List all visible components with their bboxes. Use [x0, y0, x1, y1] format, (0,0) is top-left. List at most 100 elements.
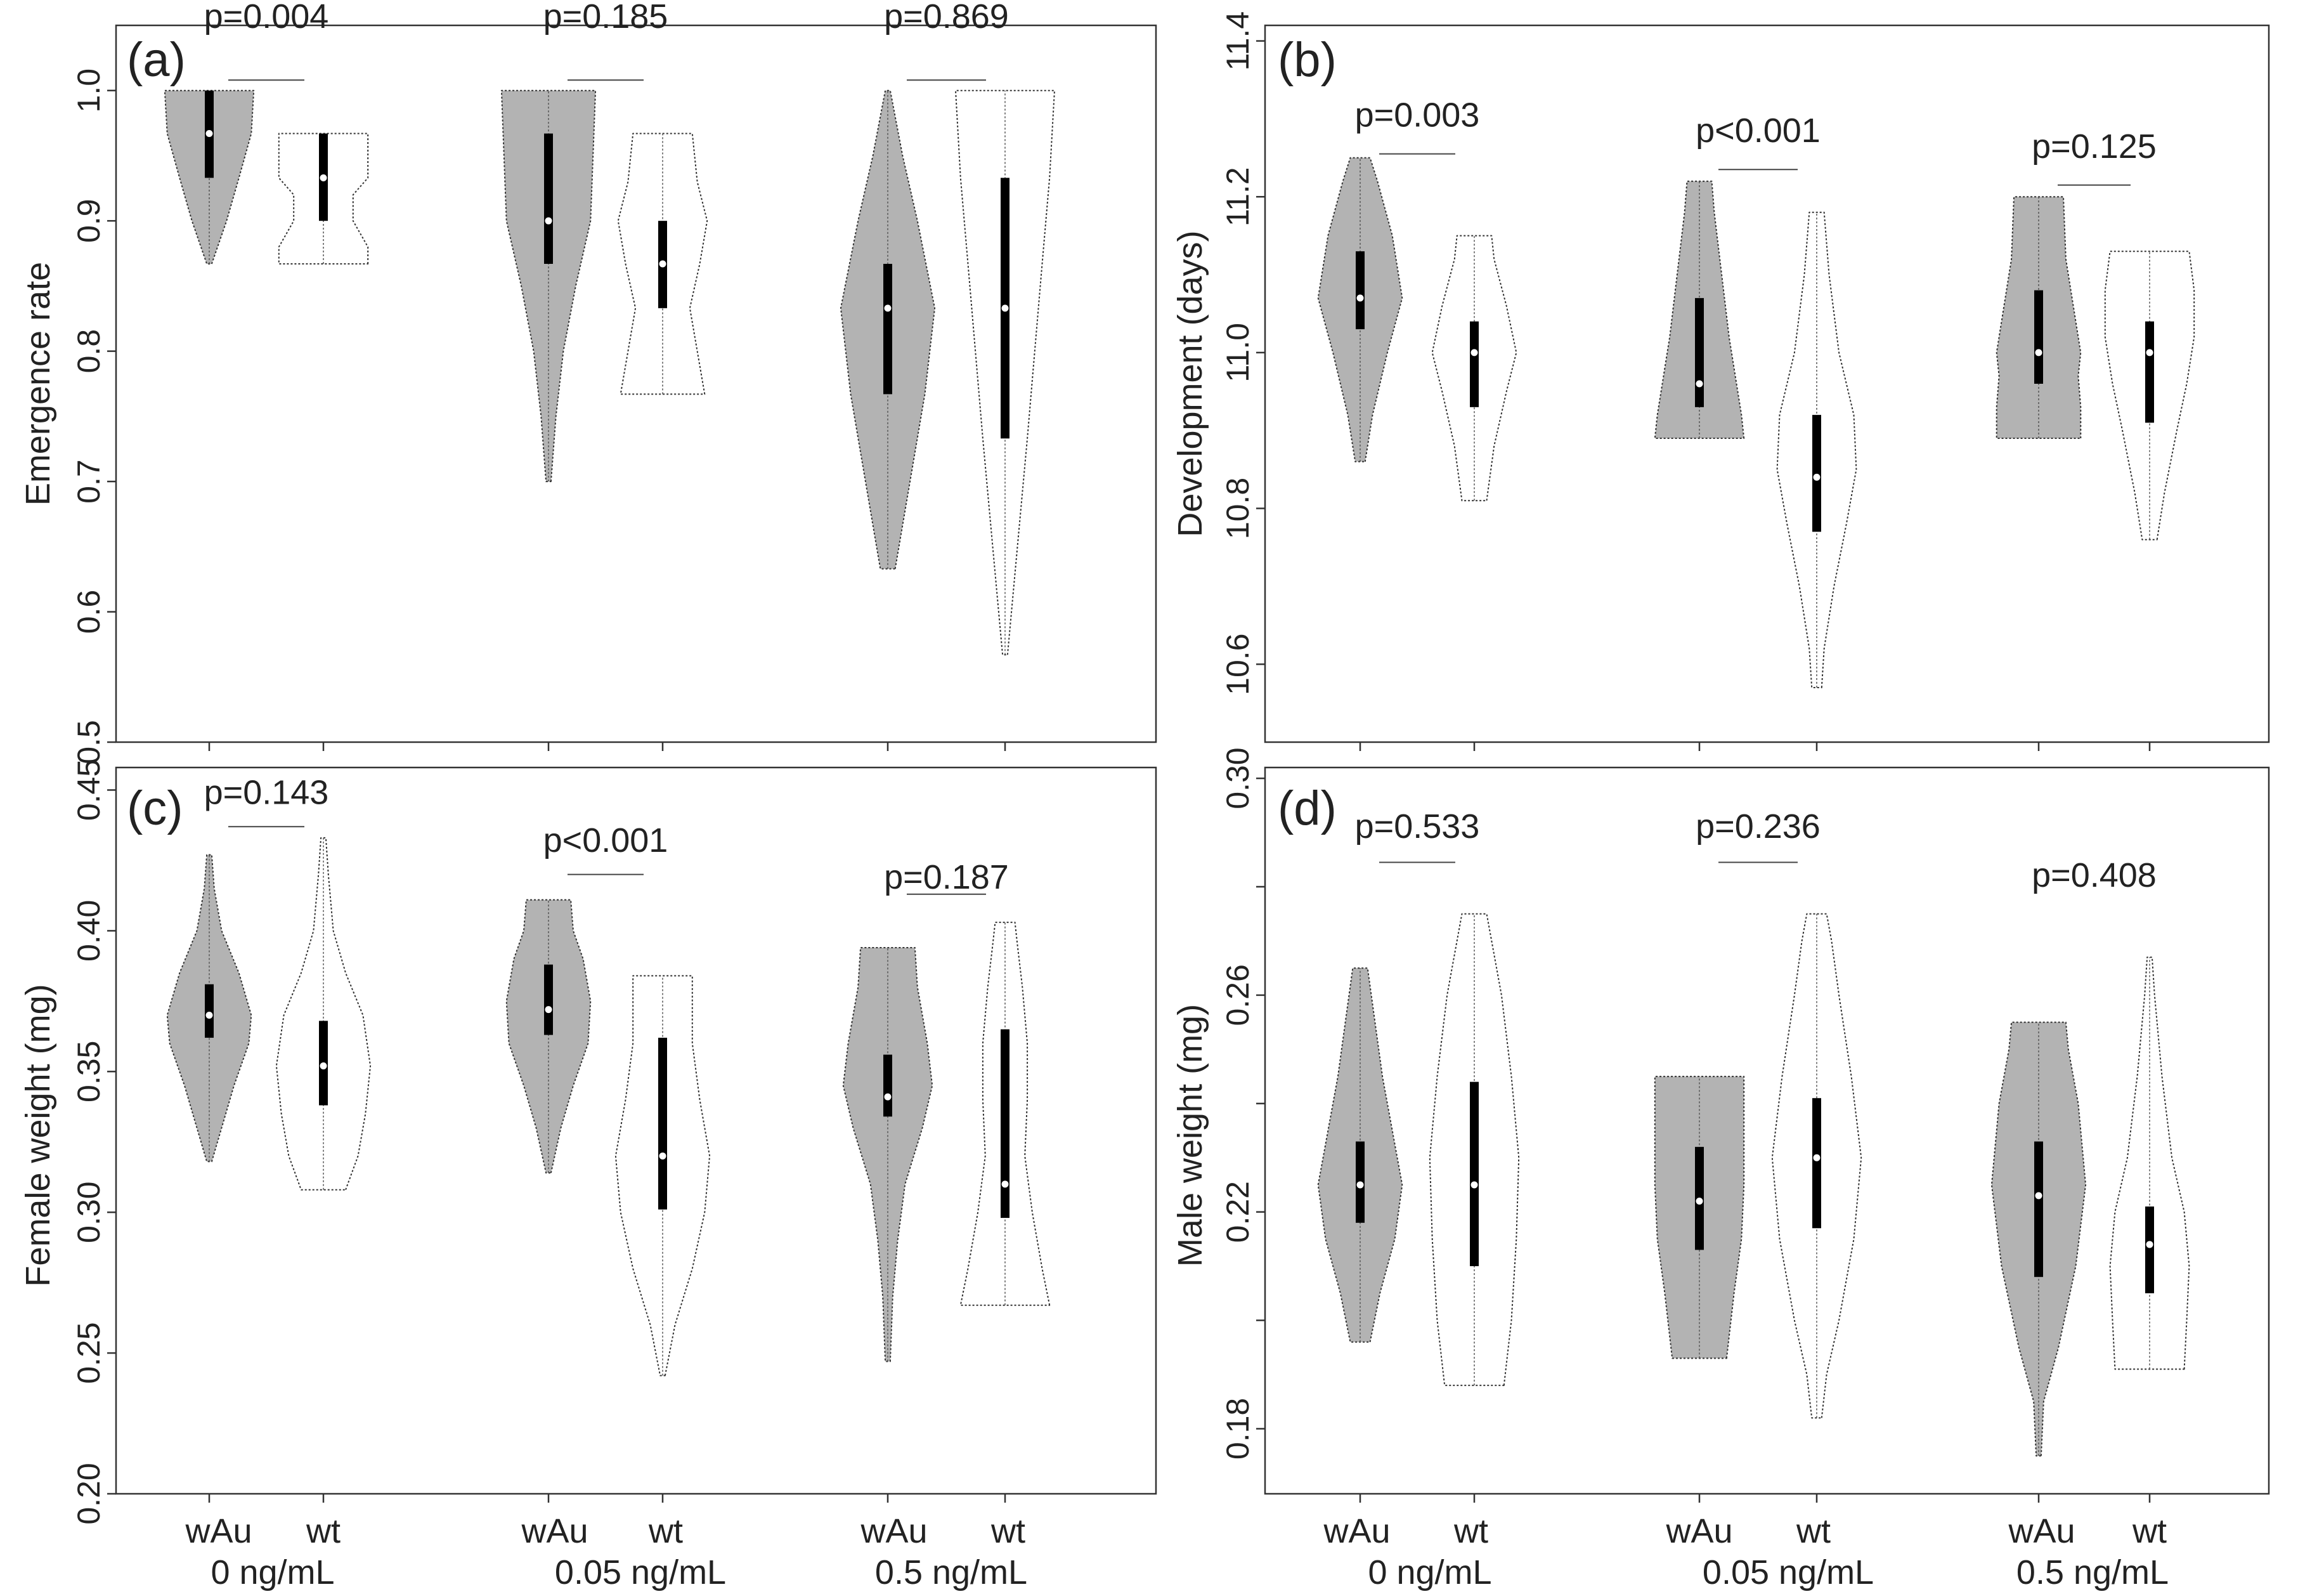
violin-wAu — [1317, 157, 1403, 462]
x-axis-labels: wAu wt wAu wt wAu wt 0 ng/mL 0.05 ng/mL … — [1323, 1512, 2169, 1591]
iqr-bar — [2034, 1141, 2043, 1277]
y-tick-label: 0.20 — [71, 1463, 107, 1524]
x-tick-label: wt — [990, 1512, 1025, 1550]
panel-b: (b) Development (days) 10.610.811.011.21… — [1171, 11, 2270, 751]
violin-wt — [955, 89, 1055, 656]
group-label: 0.5 ng/mL — [2016, 1553, 2169, 1591]
p-value-label: p=0.125 — [2032, 127, 2157, 166]
violin-wt — [1431, 235, 1517, 502]
median-dot — [2146, 1241, 2153, 1248]
panel-label: (a) — [127, 33, 186, 87]
x-tick-label: wt — [1453, 1512, 1488, 1550]
violin-wt — [959, 922, 1051, 1306]
p-value-label: p=0.869 — [884, 0, 1009, 36]
median-dot — [1001, 1180, 1009, 1188]
iqr-bar — [1812, 1098, 1821, 1229]
violin-wt — [1429, 913, 1520, 1387]
y-tick-label: 0.7 — [71, 459, 107, 504]
group-label: 0.05 ng/mL — [555, 1553, 726, 1591]
violin-wt — [2109, 957, 2190, 1370]
p-value-label: p=0.185 — [543, 0, 668, 36]
p-value-label: p<0.001 — [543, 821, 668, 859]
median-dot — [1356, 1181, 1364, 1189]
p-values: p=0.004 p=0.185 p=0.869 — [204, 0, 1009, 81]
p-value-label: p=0.236 — [1696, 807, 1821, 846]
y-tick-label: 0.5 — [71, 720, 107, 764]
y-tick-label: 0.30 — [1220, 747, 1256, 809]
plot-frame — [115, 766, 1157, 1495]
median-dot — [2035, 1192, 2042, 1199]
panel-c: (c) Female weight (mg) 0.200.250.300.350… — [19, 759, 1157, 1591]
y-tick-label: 1.0 — [71, 69, 107, 113]
y-tick-label: 0.8 — [71, 329, 107, 374]
violin-wAu — [840, 89, 936, 570]
x-tick-label: wAu — [860, 1512, 927, 1550]
y-tick-label: 0.26 — [1220, 964, 1256, 1026]
median-dot — [659, 1152, 666, 1160]
y-ticks: 0.5 0.6 0.7 0.8 0.9 1.0 — [71, 69, 1006, 764]
violin-wAu — [842, 947, 933, 1362]
median-dot — [2146, 349, 2153, 356]
p-values: p=0.533 p=0.236 p=0.408 — [1355, 807, 2157, 894]
panel-label: (b) — [1278, 33, 1337, 87]
violin-wAu — [164, 89, 255, 265]
iqr-bar — [544, 964, 553, 1035]
iqr-bar — [658, 1038, 667, 1210]
iqr-bar — [1470, 321, 1479, 407]
violin-wt — [614, 975, 711, 1376]
violins — [166, 837, 1051, 1376]
y-tick-label: 0.25 — [71, 1322, 107, 1383]
iqr-bar — [1470, 1081, 1479, 1267]
y-tick-label: 0.22 — [1220, 1181, 1256, 1243]
iqr-bar — [2145, 1206, 2154, 1293]
violins — [164, 89, 1055, 656]
median-dot — [320, 174, 327, 181]
median-dot — [1696, 1198, 1703, 1205]
y-tick-label: 11.0 — [1220, 323, 1256, 382]
median-dot — [205, 1012, 213, 1019]
p-values: p=0.003 p<0.001 p=0.125 — [1355, 96, 2157, 186]
median-dot — [1470, 1181, 1478, 1189]
group-label: 0 ng/mL — [211, 1553, 334, 1591]
x-tick-label: wAu — [521, 1512, 588, 1550]
y-axis-label: Female weight (mg) — [19, 984, 57, 1286]
median-dot — [659, 260, 666, 268]
panel-label: (c) — [127, 781, 183, 835]
y-tick-label: 0.40 — [71, 900, 107, 962]
violin-wt — [278, 133, 369, 265]
median-dot — [320, 1062, 327, 1069]
panel-a: (a) Emergence rate 0.5 0.6 0.7 0.8 0.9 1.0 p=… — [19, 0, 1157, 764]
violin-wAu — [1996, 196, 2082, 439]
violin-wt — [617, 133, 708, 395]
y-axis-label: Development (days) — [1171, 230, 1209, 537]
violins — [1317, 157, 2195, 688]
y-tick-label: 10.6 — [1220, 634, 1256, 695]
x-tick-label: wAu — [185, 1512, 252, 1550]
plot-frame — [1264, 766, 2270, 1495]
p-value-label: p=0.187 — [884, 858, 1009, 896]
y-tick-label: 0.30 — [71, 1182, 107, 1243]
y-tick-label: 11.4 — [1220, 11, 1256, 71]
p-value-label: p=0.533 — [1355, 807, 1480, 846]
median-dot — [205, 130, 213, 138]
median-dot — [884, 1093, 892, 1101]
median-dot — [545, 1006, 552, 1014]
x-tick-label: wAu — [1323, 1512, 1390, 1550]
y-axis-label: Emergence rate — [19, 262, 57, 506]
violin-wAu — [1990, 1021, 2087, 1457]
median-dot — [2035, 349, 2042, 356]
iqr-bar — [1695, 297, 1704, 407]
iqr-bar — [1356, 251, 1365, 330]
p-value-label: p=0.408 — [2032, 856, 2157, 894]
iqr-bar — [1812, 415, 1821, 532]
y-tick-label: 11.2 — [1220, 167, 1256, 226]
violin-wt — [275, 837, 372, 1191]
iqr-bar — [2034, 290, 2043, 384]
y-tick-label: 0.18 — [1220, 1398, 1256, 1460]
violin-wAu — [500, 89, 597, 483]
violin-wAu — [1654, 180, 1745, 439]
x-tick-label: wt — [306, 1512, 341, 1550]
x-tick-label: wAu — [1665, 1512, 1732, 1550]
